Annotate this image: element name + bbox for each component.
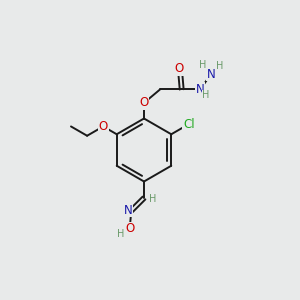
Text: O: O: [174, 62, 183, 75]
Text: O: O: [99, 120, 108, 133]
Text: H: H: [202, 90, 209, 100]
Text: H: H: [216, 61, 223, 71]
Text: O: O: [125, 222, 134, 235]
Text: Cl: Cl: [183, 118, 195, 131]
Text: N: N: [124, 204, 133, 217]
Text: N: N: [207, 68, 215, 81]
Text: N: N: [196, 83, 205, 96]
Text: H: H: [117, 229, 124, 238]
Text: H: H: [199, 60, 206, 70]
Text: H: H: [149, 194, 156, 205]
Text: O: O: [140, 96, 148, 110]
